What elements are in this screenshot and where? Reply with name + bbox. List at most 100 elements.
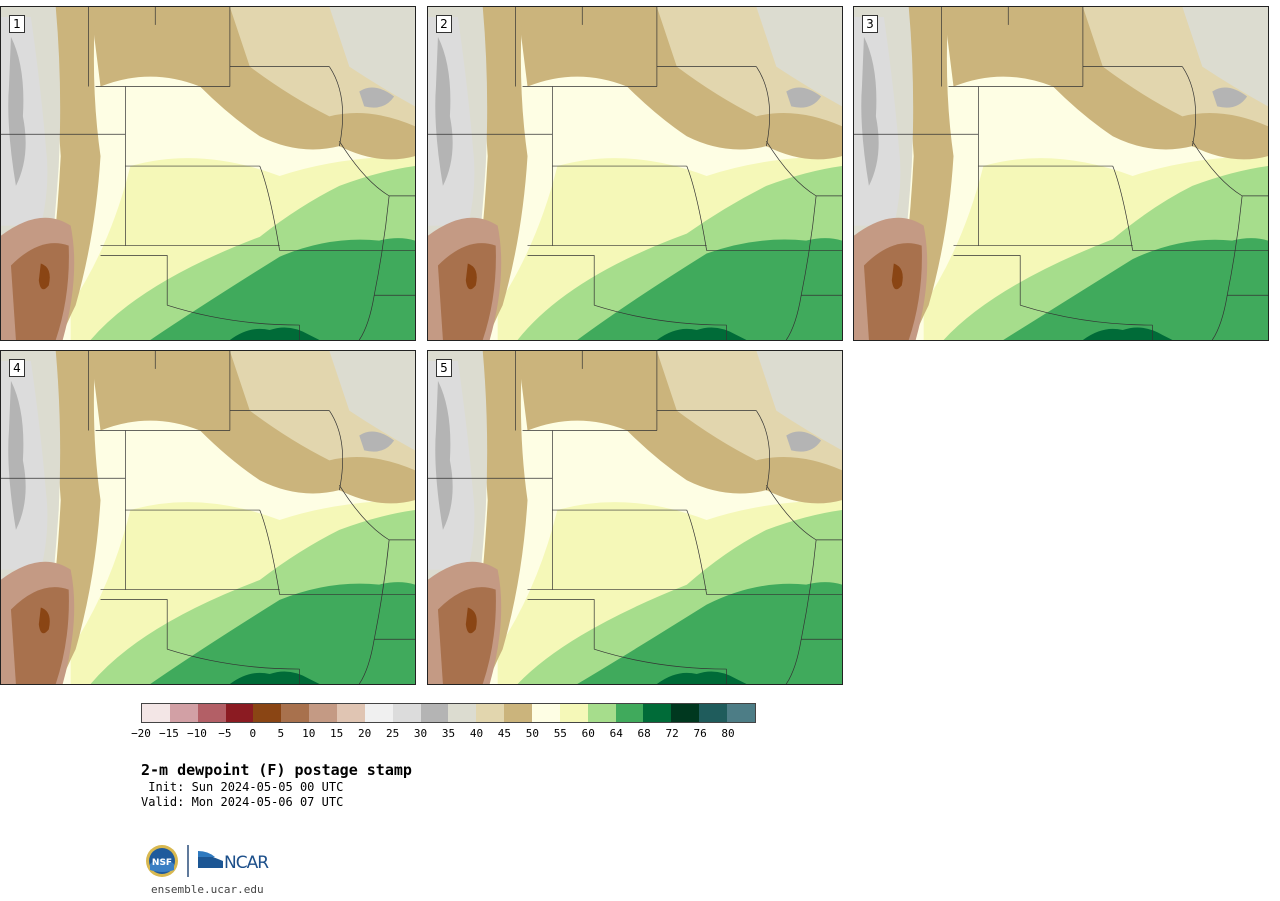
state-boundary <box>339 141 390 340</box>
state-boundary <box>167 304 300 326</box>
state-boundary <box>259 509 280 595</box>
map-panel-4: 4 <box>0 350 416 685</box>
panel-number-label: 3 <box>862 15 878 33</box>
state-boundary <box>756 410 770 491</box>
map-panel-5: 5 <box>427 350 843 685</box>
init-time: Init: Sun 2024-05-05 00 UTC <box>141 780 344 794</box>
colorbar-tick-label: 0 <box>249 727 257 740</box>
dewpoint-map <box>1 7 415 340</box>
dewpoint-region <box>465 607 477 634</box>
dewpoint-region <box>8 380 26 530</box>
colorbar-tick-label: 5 <box>277 727 285 740</box>
dewpoint-region <box>435 36 453 186</box>
colorbar-swatch <box>476 704 505 722</box>
dewpoint-region <box>10 243 69 340</box>
colorbar-swatch <box>225 704 254 722</box>
dewpoint-region <box>229 671 320 684</box>
colorbar-swatch <box>615 704 644 722</box>
dewpoint-region <box>863 243 922 340</box>
dewpoint-region <box>229 327 320 340</box>
colorbar-tick-label: 30 <box>413 727 428 740</box>
colorbar-tick-label: 55 <box>553 727 567 740</box>
dewpoint-region <box>329 351 415 451</box>
dewpoint-region <box>1082 327 1173 340</box>
panel-number-label: 1 <box>9 15 25 33</box>
state-boundary <box>339 485 390 684</box>
state-boundary <box>594 648 727 670</box>
dewpoint-region <box>359 431 395 452</box>
state-boundary <box>1192 141 1243 340</box>
colorbar-swatch <box>671 704 700 722</box>
colorbar-swatch <box>587 704 616 722</box>
dewpoint-region <box>435 380 453 530</box>
map-panel-1: 1 <box>0 6 416 341</box>
dewpoint-region <box>359 87 395 108</box>
colorbar-swatch <box>253 704 282 722</box>
dewpoint-region <box>150 238 415 340</box>
colorbar-swatch <box>699 704 728 722</box>
colorbar-tick-label: 50 <box>525 727 539 740</box>
colorbar-swatch <box>364 704 393 722</box>
colorbar-tick-label: −15 <box>159 727 179 740</box>
state-boundary <box>953 255 1021 306</box>
state-boundary <box>1020 304 1153 326</box>
dewpoint-map <box>854 7 1268 340</box>
colorbar-tick-label: 20 <box>358 727 372 740</box>
dewpoint-region <box>437 243 496 340</box>
colorbar-swatch <box>420 704 449 722</box>
colorbar-swatch <box>448 704 477 722</box>
dewpoint-map <box>428 7 842 340</box>
colorbar-tick-label: 35 <box>441 727 456 740</box>
dewpoint-region <box>656 671 747 684</box>
sponsor-logos: NSF NCAR <box>145 843 275 879</box>
dewpoint-region <box>38 607 50 634</box>
dewpoint-region <box>38 263 50 290</box>
colorbar-tick-label: 64 <box>609 727 623 740</box>
colorbar-tick-label: 40 <box>469 727 484 740</box>
colorbar-tick-label: 25 <box>385 727 400 740</box>
state-boundary <box>100 255 168 306</box>
state-boundary <box>259 165 280 251</box>
map-panel-3: 3 <box>853 6 1269 341</box>
colorbar-tick-label: 72 <box>665 727 679 740</box>
dewpoint-region <box>786 87 822 108</box>
colorbar-tick-label: −10 <box>186 727 207 740</box>
colorbar-tick-label: 68 <box>637 727 651 740</box>
website-link[interactable]: ensemble.ucar.edu <box>151 883 264 896</box>
dewpoint-region <box>786 431 822 452</box>
nsf-logo-text: NSF <box>152 858 172 868</box>
dewpoint-map <box>1 351 415 684</box>
state-boundary <box>329 410 343 491</box>
colorbar-swatch <box>727 704 755 722</box>
colorbar-tick-label: 60 <box>581 727 595 740</box>
dewpoint-map <box>428 351 842 684</box>
colorbar-tick-label: 45 <box>497 727 512 740</box>
colorbar-tick-label: 80 <box>721 727 735 740</box>
colorbar-swatch <box>169 704 198 722</box>
dewpoint-region <box>1212 87 1248 108</box>
colorbar-tick-label: −5 <box>218 727 232 740</box>
state-boundary <box>686 165 707 251</box>
figure-title: 2-m dewpoint (F) postage stamp <box>141 761 412 779</box>
colorbar-swatch <box>559 704 588 722</box>
state-boundary <box>766 485 817 684</box>
dewpoint-region <box>756 7 842 107</box>
map-panel-2: 2 <box>427 6 843 341</box>
nsf-logo: NSF <box>146 845 178 877</box>
state-boundary <box>594 304 727 326</box>
dewpoint-region <box>10 587 69 684</box>
state-boundary <box>329 66 343 147</box>
colorbar-tick-labels: −20 −15 −10 −5 0 5 10 15 20 25 30 35 40 45 50 55 60 64 68 7… <box>131 727 756 741</box>
dewpoint-region <box>756 351 842 451</box>
state-boundary <box>527 255 595 306</box>
colorbar-swatch <box>504 704 533 722</box>
colorbar-swatch <box>337 704 365 722</box>
state-boundary <box>1112 165 1133 251</box>
dewpoint-region <box>329 7 415 107</box>
state-boundary <box>527 599 595 650</box>
dewpoint-region <box>861 36 879 186</box>
dewpoint-region <box>891 263 903 290</box>
dewpoint-region <box>656 327 747 340</box>
state-boundary <box>756 66 770 147</box>
dewpoint-region <box>1182 7 1268 107</box>
